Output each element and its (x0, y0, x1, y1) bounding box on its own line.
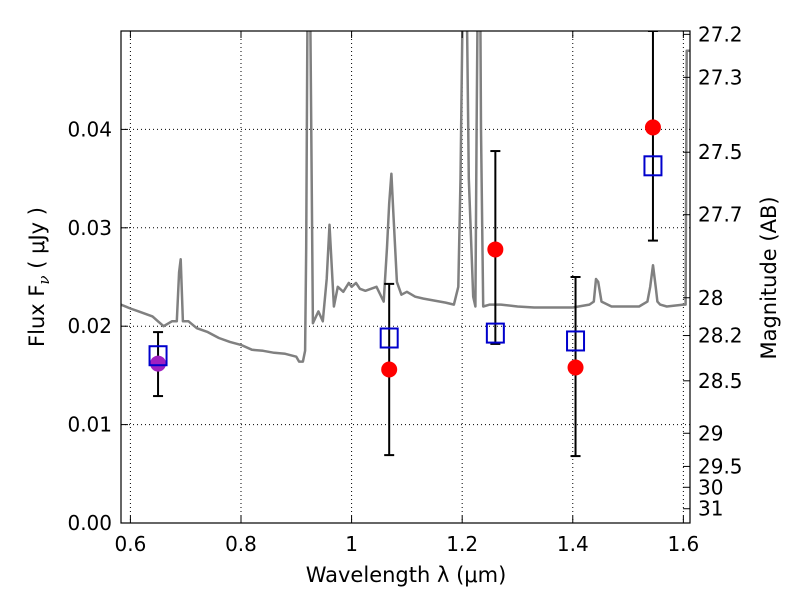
observed-point-1 (381, 361, 398, 378)
right-tick-label-1: 27.3 (698, 65, 743, 89)
x-tick-label-5: 1.6 (667, 532, 699, 556)
right-tick-label-9: 30 (698, 475, 723, 499)
axes: 0.6 0.8 1 1.2 1.4 1.6 0.00 0.01 0.02 0.03 0.04 27.2… (67, 22, 742, 556)
observed-point-3 (567, 359, 584, 376)
axes-frame (120, 30, 691, 524)
right-tick-label-8: 29.5 (698, 454, 743, 478)
right-tick-label-5: 28.2 (698, 324, 743, 348)
observed-point-4 (644, 119, 661, 136)
x-tick-label-0: 0.6 (114, 532, 146, 556)
spectrum-line (121, 31, 690, 363)
right-tick-label-10: 31 (698, 497, 723, 521)
x-tick-label-3: 1.2 (446, 532, 478, 556)
x-tick-label-2: 1 (345, 532, 358, 556)
y-tick-label-4: 0.04 (67, 117, 112, 141)
y-tick-label-0: 0.00 (67, 511, 112, 535)
x-tick-label-1: 0.8 (225, 532, 257, 556)
right-tick-label-3: 27.7 (698, 203, 743, 227)
model-square-0 (148, 345, 168, 367)
model-square-1 (379, 327, 399, 349)
observed-point-2 (487, 241, 504, 258)
y-tick-label-3: 0.03 (67, 216, 112, 240)
right-tick-label-6: 28.5 (698, 369, 743, 393)
observed-point-0 (150, 355, 167, 372)
right-tick-label-7: 29 (698, 421, 723, 445)
plot-area (121, 31, 690, 458)
y-axis-title-subscript: ν (35, 275, 53, 284)
y-axis-title-unit: ( μJy ) (25, 207, 49, 275)
y-tick-label-2: 0.02 (67, 314, 112, 338)
model-square-3 (566, 330, 586, 352)
right-tick-label-2: 27.5 (698, 140, 743, 164)
y-axis-title-text: Flux F (25, 285, 49, 347)
y-axis-title: Flux Fν ( μJy ) (25, 207, 53, 347)
x-tick-label-4: 1.4 (557, 532, 589, 556)
y-tick-label-1: 0.01 (67, 413, 112, 437)
right-tick-label-0: 27.2 (698, 22, 743, 46)
model-square-2 (485, 322, 505, 344)
x-axis-title: Wavelength λ (μm) (306, 563, 507, 587)
model-square-4 (643, 155, 663, 177)
right-tick-label-4: 28 (698, 286, 723, 310)
right-axis-title: Magnitude (AB) (757, 196, 781, 359)
